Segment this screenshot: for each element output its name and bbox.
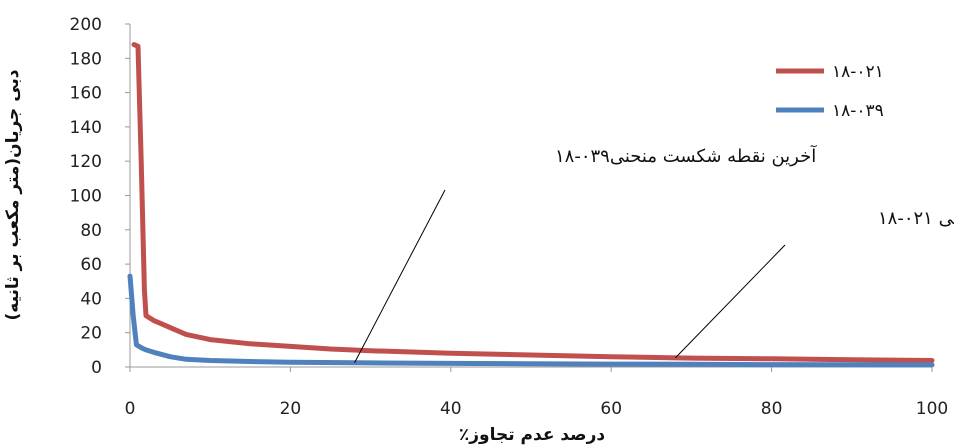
series-lines (127, 42, 935, 368)
y-tick-label: 120 (70, 152, 102, 172)
annotation-label-039: آخرین نقطه شکست منحنی۰۳۹-۱۸ (555, 144, 817, 167)
x-ticks: 0 20 40 60 80 100 (125, 367, 948, 419)
x-tick-label: 20 (280, 399, 302, 419)
legend-label-039: ۱۸-۰۳۹ (832, 101, 884, 121)
legend-label-021: ۱۸-۰۲۱ (832, 62, 884, 82)
legend: ۱۸-۰۲۱ ۱۸-۰۳۹ (776, 62, 884, 121)
series-line-039 (127, 273, 935, 368)
x-axis-title: درصد عدم تجاوز٪ (459, 425, 606, 445)
y-tick-label: 60 (80, 255, 102, 275)
annotation-leader-039 (354, 189, 446, 363)
x-tick-label: 0 (125, 399, 136, 419)
x-tick-label: 60 (600, 399, 622, 419)
axes (129, 24, 932, 368)
x-tick-label: 80 (761, 399, 783, 419)
annotations: آخرین نقطه شکست منحنی۰۳۹-۱۸ آخرین نقطه ش… (354, 144, 954, 363)
y-tick-label: 0 (91, 358, 102, 378)
x-tick-label: 100 (916, 399, 948, 419)
y-tick-label: 180 (70, 49, 102, 69)
y-axis-title: دبی جریان(متر مکعب بر ثانیه) (3, 69, 23, 320)
y-tick-label: 100 (70, 187, 102, 207)
y-tick-label: 140 (70, 118, 102, 138)
annotation-leader-021 (675, 244, 786, 359)
y-tick-label: 160 (70, 84, 102, 104)
y-tick-label: 200 (70, 15, 102, 35)
series-line-021 (131, 42, 935, 363)
y-tick-label: 80 (80, 221, 102, 241)
y-tick-label: 20 (80, 324, 102, 344)
y-tick-label: 40 (80, 289, 102, 309)
annotation-label-021: آخرین نقطه شکست منحنی ۰۲۱-۱۸ (878, 206, 954, 229)
y-ticks: 0 20 40 60 80 100 120 140 160 180 200 (70, 15, 130, 378)
x-tick-label: 40 (440, 399, 462, 419)
